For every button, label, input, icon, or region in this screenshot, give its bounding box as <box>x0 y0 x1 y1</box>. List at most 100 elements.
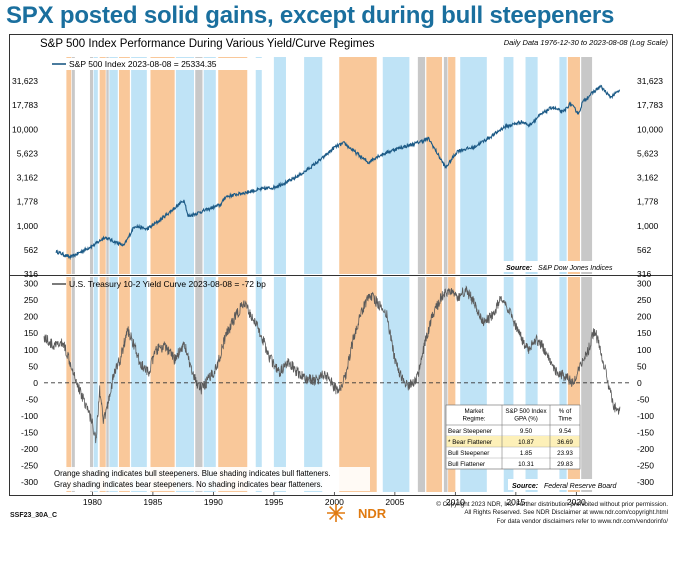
curve-ytick-left: -250 <box>21 461 38 471</box>
curve-ytick-left: 50 <box>29 361 39 371</box>
regime-band-bull-flattener <box>255 57 262 274</box>
yield-curve-line <box>43 285 621 444</box>
curve-ytick-right: -200 <box>637 444 654 454</box>
table-cell-regime: * Bear Flattener <box>448 439 492 446</box>
spx-ytick-right: 17,783 <box>637 100 663 110</box>
spx-ytick-right: 1,000 <box>637 221 659 231</box>
regime-band-bull-flattener <box>255 277 262 492</box>
regime-band-bear-steepener <box>417 57 426 274</box>
regime-band-bull-steepener <box>99 57 106 274</box>
regime-band-bull-flattener <box>93 57 98 274</box>
curve-ytick-left: -300 <box>21 477 38 487</box>
curve-ytick-left: 0 <box>33 378 38 388</box>
curve-source-label: Source: <box>512 483 538 490</box>
curve-ytick-left: -200 <box>21 444 38 454</box>
spx-ytick-right: 31,623 <box>637 76 663 86</box>
ndr-logo-icon <box>327 504 345 522</box>
spx-line <box>55 84 621 261</box>
table-header: Market Regime: <box>462 408 485 423</box>
chart-title: S&P 500 Index Performance During Various… <box>40 38 375 50</box>
regime-band-bull-flattener <box>175 57 195 274</box>
regime-band-bear-steepener <box>581 277 593 492</box>
curve-ytick-right: 150 <box>637 328 651 338</box>
regime-band-bull-steepener <box>448 57 456 274</box>
regime-band-bull-flattener <box>203 277 216 492</box>
regime-band-bull-flattener <box>131 57 147 274</box>
regime-band-bull-flattener <box>203 57 216 274</box>
regime-band-bull-flattener <box>273 277 286 492</box>
footer-code: SSF23_30A_C <box>10 512 58 519</box>
curve-ytick-right: -100 <box>637 411 654 421</box>
x-tick-label: 1990 <box>204 497 223 507</box>
curve-ytick-right: 0 <box>637 378 642 388</box>
regime-band-bull-steepener <box>150 277 175 492</box>
daily-data-note: Daily Data 1976-12-30 to 2023-08-08 (Log… <box>504 38 669 47</box>
curve-ytick-right: -300 <box>637 477 654 487</box>
regime-band-bear-steepener <box>106 277 109 492</box>
regime-band-bull-steepener <box>448 277 456 492</box>
spx-ytick-left: 5,623 <box>17 148 39 158</box>
table-cell-time: 9.54 <box>559 428 572 435</box>
spx-ytick-right: 562 <box>637 245 651 255</box>
regime-band-bull-steepener <box>339 57 377 274</box>
spx-ytick-left: 10,000 <box>12 124 38 134</box>
spx-source-name: S&P Dow Jones Indices <box>538 265 613 272</box>
regime-band-bull-flattener <box>525 57 538 274</box>
x-tick-label: 1985 <box>143 497 162 507</box>
chart-frame <box>9 34 673 496</box>
spx-ytick-right: 3,162 <box>637 173 659 183</box>
regime-band-bull-steepener <box>99 277 106 492</box>
curve-ytick-left: 200 <box>24 312 38 322</box>
curve-ytick-left: 100 <box>24 345 38 355</box>
curve-ytick-right: 300 <box>637 279 651 289</box>
curve-ytick-left: 300 <box>24 279 38 289</box>
regime-band-bull-flattener <box>304 57 323 274</box>
curve-ytick-right: 50 <box>637 361 647 371</box>
regime-band-bull-steepener <box>66 277 72 492</box>
table-cell-time: 36.69 <box>557 439 573 446</box>
curve-ytick-left: -150 <box>21 427 38 437</box>
spx-ytick-left: 1,778 <box>17 197 39 207</box>
curve-ytick-right: 200 <box>637 312 651 322</box>
regime-band-bull-flattener <box>131 277 147 492</box>
regime-band-bull-flattener <box>175 277 195 492</box>
regime-band-bull-flattener <box>382 57 410 274</box>
regime-band-bear-steepener <box>195 57 203 274</box>
copyright-line-1: © Copyright 2023 NDR, Inc. Further distr… <box>436 501 668 508</box>
spx-legend-bg <box>48 58 262 70</box>
copyright-line-3: For data vendor disclaimers refer to www… <box>496 517 669 525</box>
table-header: % of Time <box>558 408 572 423</box>
curve-source-name: Federal Reserve Board <box>544 483 617 490</box>
regime-band-bull-flattener <box>503 277 514 492</box>
axis-labels: 316 316 562 562 1,000 1,000 1,778 1,778 3,162 3,1… <box>12 76 663 507</box>
regime-band-bull-flattener <box>109 57 118 274</box>
headline: SPX posted solid gains, except during bu… <box>6 2 615 29</box>
regime-band-bear-steepener <box>443 277 448 492</box>
curve-ytick-left: -50 <box>26 394 39 404</box>
regime-band-bull-steepener <box>426 277 443 492</box>
regime-band-bull-steepener <box>218 277 248 492</box>
curve-ytick-right: 100 <box>637 345 651 355</box>
spx-ytick-left: 17,783 <box>12 100 38 110</box>
spx-source-bg <box>502 261 628 272</box>
x-tick-label: 2010 <box>446 497 465 507</box>
table-cell-gpa: 1.85 <box>520 450 533 457</box>
spx-ytick-left: 316 <box>24 269 38 279</box>
logo-text: NDR <box>358 506 387 521</box>
table-cell-regime: Bear Steepener <box>448 428 492 435</box>
regime-band-bull-steepener <box>119 57 130 274</box>
regime-band-bull-steepener <box>150 57 175 274</box>
spx-source-label: Source: <box>506 265 532 272</box>
regime-band-bear-steepener <box>417 277 426 492</box>
curve-ytick-right: -150 <box>637 427 654 437</box>
regime-band-bear-steepener <box>89 57 93 274</box>
spx-legend: S&P 500 Index 2023-08-08 = 25334.35 <box>69 59 217 69</box>
x-tick-label: 1980 <box>83 497 102 507</box>
regime-band-bull-flattener <box>93 277 98 492</box>
regime-band-bull-steepener <box>567 57 580 274</box>
curve-ytick-right: -250 <box>637 461 654 471</box>
spx-ytick-left: 31,623 <box>12 76 38 86</box>
spx-ytick-right: 1,778 <box>637 197 659 207</box>
curve-legend: U.S. Treasury 10-2 Yield Curve 2023-08-0… <box>69 279 266 289</box>
table-cell-time: 29.83 <box>557 461 573 468</box>
